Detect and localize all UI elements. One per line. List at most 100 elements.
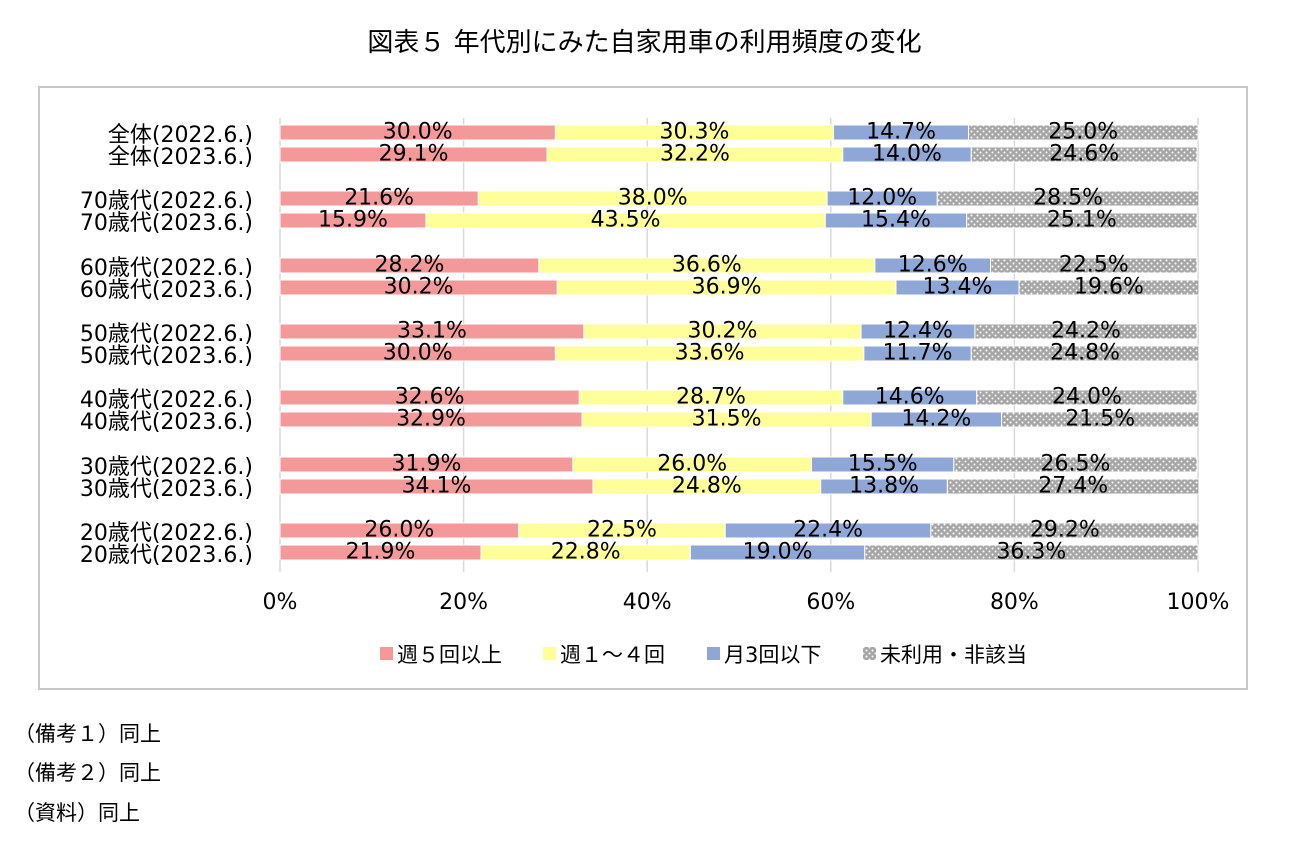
x-tick-label: 0% bbox=[263, 590, 298, 615]
data-label: 12.0% bbox=[847, 186, 917, 211]
data-label: 30.0% bbox=[383, 120, 453, 145]
data-label: 38.0% bbox=[618, 186, 688, 211]
bar-segment bbox=[976, 389, 1198, 406]
bar-segment bbox=[1001, 411, 1200, 428]
legend-swatch bbox=[543, 647, 556, 660]
data-label: 30.2% bbox=[688, 319, 758, 344]
data-label: 15.5% bbox=[848, 452, 918, 477]
data-label: 26.0% bbox=[364, 518, 434, 543]
data-label: 24.8% bbox=[672, 474, 742, 499]
data-label: 14.7% bbox=[866, 120, 936, 145]
bar-segment bbox=[990, 257, 1198, 274]
legend-swatch bbox=[863, 647, 876, 660]
data-label: 26.5% bbox=[1041, 452, 1111, 477]
x-tick-label: 100% bbox=[1167, 590, 1230, 615]
data-label: 14.6% bbox=[875, 385, 945, 410]
data-label: 12.4% bbox=[883, 319, 953, 344]
bar-segment bbox=[970, 146, 1198, 163]
bar-segment bbox=[968, 124, 1199, 141]
category-label: 40歳代(2023.6.) bbox=[80, 410, 253, 435]
data-label: 22.4% bbox=[793, 518, 863, 543]
legend-label: 月3回以下 bbox=[724, 643, 821, 667]
data-label: 29.1% bbox=[379, 142, 449, 167]
data-label: 11.7% bbox=[883, 341, 953, 366]
bar-segment bbox=[930, 522, 1200, 539]
data-label: 36.6% bbox=[672, 253, 742, 278]
bar-segment bbox=[936, 190, 1200, 207]
data-label: 27.4% bbox=[1038, 474, 1108, 499]
data-label: 25.0% bbox=[1048, 120, 1118, 145]
category-label: 60歳代(2023.6.) bbox=[80, 278, 253, 303]
category-label: 20歳代(2022.6.) bbox=[80, 521, 253, 546]
bar-segment bbox=[946, 478, 1200, 495]
chart-frame: 30.0% 30.3% 14.7% 25.0% 29.1% 32.2% 14.0% 24.6%… bbox=[38, 86, 1248, 690]
x-tick-label: 60% bbox=[806, 590, 855, 615]
legend-label: 週１～４回 bbox=[560, 643, 665, 667]
x-tick-label: 40% bbox=[623, 590, 672, 615]
legend-label: 未利用・非該当 bbox=[880, 643, 1027, 667]
data-label: 33.1% bbox=[397, 319, 467, 344]
data-label: 21.6% bbox=[344, 186, 414, 211]
legend-label: 週５回以上 bbox=[397, 643, 502, 667]
bars bbox=[279, 124, 1200, 561]
bar-segment bbox=[966, 212, 1198, 229]
note-2: （備考２）同上 bbox=[14, 761, 161, 785]
bar-chart: 30.0% 30.3% 14.7% 25.0% 29.1% 32.2% 14.0% 24.6%… bbox=[80, 118, 1230, 667]
data-label: 28.5% bbox=[1033, 186, 1103, 211]
category-labels: 全体(2022.6.)全体(2023.6.) 70歳代(2022.6.)70歳代(… bbox=[80, 123, 253, 568]
data-label: 21.5% bbox=[1065, 407, 1135, 432]
category-label: 50歳代(2022.6.) bbox=[80, 322, 253, 347]
data-label: 30.2% bbox=[384, 275, 454, 300]
data-label: 14.2% bbox=[901, 407, 971, 432]
category-label: 40歳代(2022.6.) bbox=[80, 388, 253, 413]
data-label: 26.0% bbox=[657, 452, 727, 477]
category-label: 50歳代(2023.6.) bbox=[80, 344, 253, 369]
data-label: 24.8% bbox=[1050, 341, 1120, 366]
legend: 週５回以上 週１～４回 月3回以下 未利用・非該当 bbox=[380, 643, 1027, 667]
data-label: 13.8% bbox=[849, 474, 919, 499]
data-labels: 30.0% 30.3% 14.7% 25.0% 29.1% 32.2% 14.0% 24.6%… bbox=[318, 120, 1144, 565]
data-label: 19.0% bbox=[743, 540, 813, 565]
category-label: 70歳代(2023.6.) bbox=[80, 211, 253, 236]
data-label: 24.6% bbox=[1049, 142, 1119, 167]
data-label: 29.2% bbox=[1030, 518, 1100, 543]
category-label: 30歳代(2022.6.) bbox=[80, 455, 253, 480]
data-label: 24.2% bbox=[1051, 319, 1121, 344]
data-label: 33.6% bbox=[675, 341, 745, 366]
x-tick-label: 20% bbox=[439, 590, 488, 615]
data-label: 15.9% bbox=[318, 208, 388, 233]
data-label: 24.0% bbox=[1052, 385, 1122, 410]
data-label: 43.5% bbox=[591, 208, 661, 233]
category-label: 全体(2023.6.) bbox=[108, 145, 253, 170]
data-label: 21.9% bbox=[346, 540, 416, 565]
note-3: （資料）同上 bbox=[14, 801, 140, 825]
data-label: 22.5% bbox=[587, 518, 657, 543]
x-tick-labels: 0% 20% 40% 60% 80% 100% bbox=[263, 590, 1230, 615]
data-label: 36.9% bbox=[692, 275, 762, 300]
legend-swatch bbox=[380, 647, 393, 660]
category-label: 60歳代(2022.6.) bbox=[80, 256, 253, 281]
data-label: 28.7% bbox=[676, 385, 746, 410]
category-label: 70歳代(2022.6.) bbox=[80, 189, 253, 214]
data-label: 32.6% bbox=[395, 385, 465, 410]
chart-title: 図表５ 年代別にみた自家用車の利用頻度の変化 bbox=[367, 28, 922, 58]
data-label: 22.5% bbox=[1059, 253, 1129, 278]
category-label: 全体(2022.6.) bbox=[108, 123, 253, 148]
data-label: 32.2% bbox=[660, 142, 730, 167]
category-label: 20歳代(2023.6.) bbox=[80, 543, 253, 568]
data-label: 31.9% bbox=[391, 452, 461, 477]
data-label: 32.9% bbox=[396, 407, 466, 432]
bar-segment bbox=[953, 456, 1198, 473]
data-label: 14.0% bbox=[872, 142, 942, 167]
legend-swatch bbox=[707, 647, 720, 660]
data-label: 36.3% bbox=[996, 540, 1066, 565]
data-label: 15.4% bbox=[861, 208, 931, 233]
bar-segment bbox=[864, 544, 1199, 561]
x-tick-label: 80% bbox=[990, 590, 1039, 615]
data-label: 34.1% bbox=[402, 474, 472, 499]
bar-segment bbox=[974, 323, 1198, 340]
data-label: 25.1% bbox=[1047, 208, 1117, 233]
data-label: 30.3% bbox=[660, 120, 730, 145]
data-label: 28.2% bbox=[374, 253, 444, 278]
note-1: （備考１）同上 bbox=[14, 722, 161, 746]
